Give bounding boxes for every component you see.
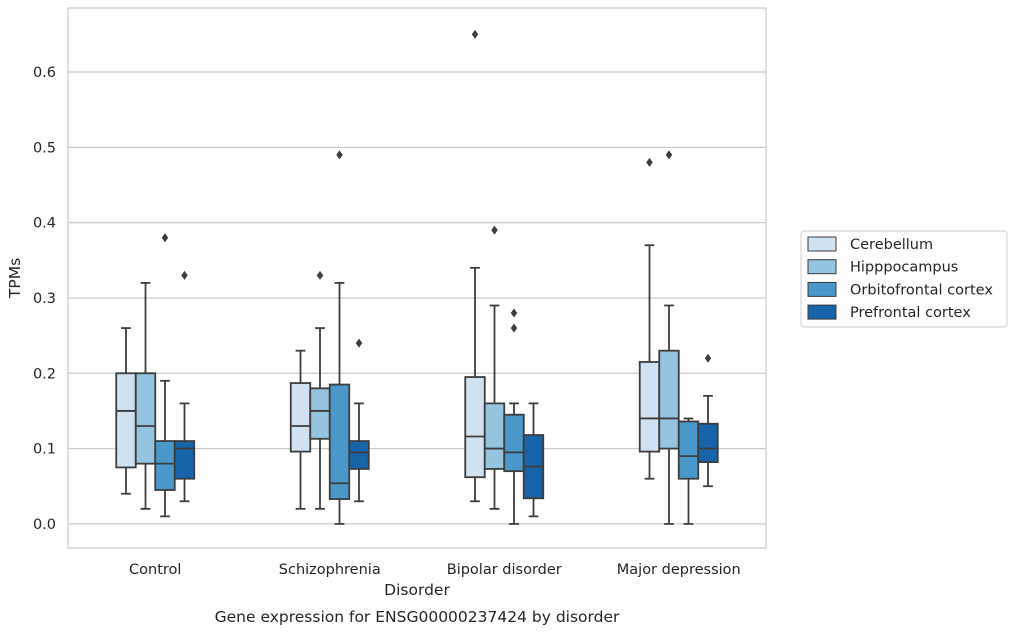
- box-iqr: [173, 440, 196, 480]
- box-cerebellum: [464, 29, 486, 503]
- y-tick-label: 0.5: [33, 140, 56, 156]
- box-prefrontal-cortex: [697, 353, 719, 488]
- box-prefrontal-cortex: [522, 402, 545, 518]
- box-orbitofrontal-cortex: [328, 150, 351, 525]
- outlier-point: [510, 323, 518, 333]
- x-tick-label: Major depression: [617, 562, 741, 578]
- box-iqr: [503, 413, 525, 473]
- legend-frame: [800, 230, 1008, 328]
- boxes: [115, 29, 719, 525]
- y-tick-label: 0.0: [33, 517, 56, 533]
- box-orbitofrontal-cortex: [677, 417, 700, 525]
- box-iqr: [328, 383, 351, 500]
- y-tick-label: 0.1: [33, 442, 56, 458]
- box-cerebellum: [289, 349, 312, 510]
- outlier-point: [665, 150, 673, 160]
- plot-frame: [67, 7, 767, 549]
- box-iqr: [115, 372, 137, 469]
- outlier-point: [336, 150, 343, 160]
- box-iqr: [154, 440, 176, 491]
- box-iqr: [289, 382, 312, 453]
- outlier-point: [510, 308, 518, 318]
- x-tick-label: Control: [129, 562, 181, 578]
- box-iqr: [464, 376, 486, 479]
- y-tick-label: 0.4: [33, 216, 56, 232]
- outlier-point: [646, 157, 653, 167]
- box-prefrontal-cortex: [348, 338, 370, 503]
- box-iqr: [483, 402, 506, 470]
- legend: Cerebellum Hipppocampus Orbitofrontal cort…: [800, 230, 1008, 328]
- y-tick-labels: 0.0 0.1 0.2 0.3 0.4 0.5 0.6: [33, 65, 56, 533]
- x-tick-label: Bipolar disorder: [447, 562, 562, 578]
- legend-label: Hipppocampus: [850, 260, 958, 276]
- box-iqr: [677, 420, 700, 480]
- box-hipppocampus: [134, 281, 157, 510]
- box-iqr: [348, 440, 370, 470]
- box-orbitofrontal-cortex: [503, 308, 525, 525]
- outlier-point: [491, 225, 498, 235]
- box-iqr: [309, 387, 331, 440]
- legend-swatch: [807, 259, 837, 275]
- box-hipppocampus: [658, 150, 680, 525]
- legend-swatch: [807, 281, 837, 297]
- outlier-point: [316, 270, 324, 280]
- box-iqr: [638, 361, 661, 453]
- outlier-point: [704, 353, 712, 363]
- chart-title: Gene expression for ENSG00000237424 by d…: [215, 608, 620, 626]
- x-tick-label: Schizophrenia: [279, 562, 381, 578]
- y-tick-label: 0.6: [33, 65, 56, 81]
- x-tick-labels: Control Schizophrenia Bipolar disorder Majo…: [129, 562, 741, 578]
- legend-label: Cerebellum: [850, 237, 933, 253]
- box-prefrontal-cortex: [173, 270, 196, 503]
- y-tick-label: 0.2: [33, 366, 56, 382]
- box-hipppocampus: [309, 270, 331, 510]
- box-cerebellum: [115, 327, 137, 495]
- legend-swatch: [807, 304, 837, 320]
- box-iqr: [697, 422, 719, 464]
- legend-swatch: [807, 236, 837, 252]
- outlier-point: [161, 233, 169, 243]
- box-orbitofrontal-cortex: [154, 233, 176, 518]
- box-cerebellum: [638, 157, 661, 480]
- outlier-point: [181, 270, 188, 280]
- legend-label: Orbitofrontal cortex: [850, 282, 993, 298]
- x-axis-title: Disorder: [384, 581, 450, 599]
- box-iqr: [134, 372, 157, 465]
- y-axis-title: TPMs: [6, 258, 24, 299]
- outlier-point: [471, 29, 479, 39]
- y-tick-label: 0.3: [33, 291, 56, 307]
- box-iqr: [658, 349, 680, 450]
- outlier-point: [355, 338, 363, 348]
- box-hipppocampus: [483, 225, 506, 510]
- legend-label: Prefrontal cortex: [850, 305, 971, 321]
